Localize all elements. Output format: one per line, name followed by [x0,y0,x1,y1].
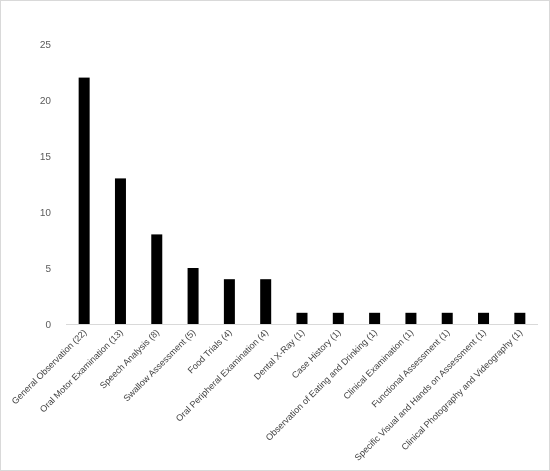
bar [478,312,490,324]
y-tick-label: 0 [45,320,51,331]
bar [151,234,163,324]
y-tick-label: 20 [40,96,52,107]
bar [78,77,90,324]
bar [223,279,235,324]
bar [332,312,344,324]
x-category-label: General Observation (22) [10,327,89,406]
x-category-label: Specific Visual and Hands on Assessment … [353,327,488,462]
bar [296,312,308,324]
bar [114,178,126,324]
x-category-label: Swallow Assessment (5) [121,327,197,403]
x-category-label: Clinical Examination (1) [341,327,415,401]
y-tick-label: 5 [45,264,51,275]
y-tick-label: 25 [40,40,52,51]
y-tick-label: 10 [40,208,52,219]
bar [369,312,381,324]
bar [405,312,417,324]
y-tick-label: 15 [40,152,52,163]
bar [514,312,526,324]
bar [260,279,272,324]
bar [187,268,199,324]
bar [441,312,453,324]
